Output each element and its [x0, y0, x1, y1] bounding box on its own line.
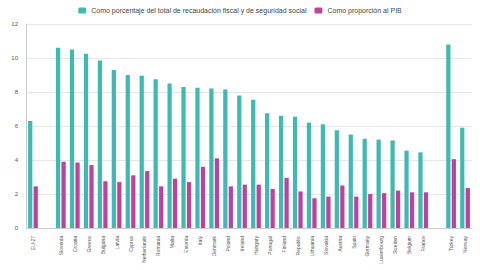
svg-text:Romania: Romania	[155, 236, 161, 256]
svg-text:2: 2	[15, 191, 19, 197]
svg-text:12: 12	[11, 21, 18, 27]
svg-text:Republic: Republic	[295, 236, 301, 256]
svg-text:0: 0	[15, 225, 19, 231]
svg-text:4: 4	[15, 157, 19, 163]
svg-text:Turkey: Turkey	[448, 236, 454, 252]
svg-text:Denmark: Denmark	[211, 236, 217, 257]
svg-text:Finland: Finland	[281, 236, 287, 253]
svg-text:Slovenia: Slovenia	[58, 236, 64, 255]
svg-text:Netherlands: Netherlands	[141, 236, 147, 263]
svg-text:Greece: Greece	[86, 236, 92, 253]
svg-text:Malta: Malta	[169, 236, 175, 248]
svg-text:Bulgaria: Bulgaria	[100, 236, 106, 255]
svg-text:Cyprus: Cyprus	[128, 236, 134, 252]
svg-text:Hungary: Hungary	[253, 236, 259, 255]
svg-text:Como proporción al PIB: Como proporción al PIB	[327, 7, 402, 15]
svg-text:Luxembourg: Luxembourg	[378, 236, 384, 264]
svg-text:France: France	[420, 236, 426, 252]
svg-text:Latvia: Latvia	[114, 236, 120, 250]
svg-text:Poland: Poland	[225, 236, 231, 252]
svg-text:Ireland: Ireland	[239, 236, 245, 252]
svg-text:Germany: Germany	[364, 236, 370, 257]
svg-text:Austria: Austria	[337, 236, 343, 252]
svg-text:Belgium: Belgium	[406, 236, 412, 254]
svg-text:Sweden: Sweden	[392, 236, 398, 254]
svg-text:6: 6	[15, 123, 19, 129]
svg-text:Portugal: Portugal	[267, 236, 273, 255]
svg-text:Como porcentaje del total de r: Como porcentaje del total de recaudación…	[91, 7, 307, 15]
svg-text:Estonia: Estonia	[183, 236, 189, 253]
svg-text:Spain: Spain	[351, 236, 357, 249]
svg-text:Norway: Norway	[462, 236, 468, 253]
svg-text:Italy: Italy	[197, 236, 203, 246]
svg-text:Croatia: Croatia	[72, 236, 78, 252]
svg-text:10: 10	[11, 55, 18, 61]
svg-text:Slovakia: Slovakia	[323, 236, 329, 255]
svg-text:EU-27: EU-27	[30, 236, 36, 250]
svg-text:8: 8	[15, 89, 19, 95]
svg-text:Lithuania: Lithuania	[309, 236, 315, 257]
